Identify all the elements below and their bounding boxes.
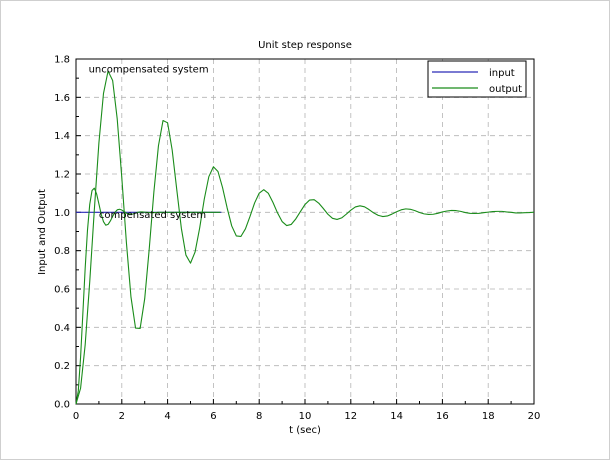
- x-tick-label: 12: [344, 411, 357, 422]
- y-tick-label: 1.4: [54, 131, 70, 142]
- x-tick-label: 8: [256, 411, 262, 422]
- y-tick-label: 0.4: [54, 323, 70, 334]
- x-tick-label: 6: [210, 411, 216, 422]
- legend-label-input: input: [489, 68, 515, 79]
- x-tick-label: 0: [73, 411, 79, 422]
- y-tick-label: 0.2: [54, 361, 70, 372]
- x-tick-label: 10: [299, 411, 312, 422]
- y-tick-label: 1.0: [54, 208, 70, 219]
- y-tick-label: 0.8: [54, 246, 70, 257]
- compensated-system-label: compensated system: [99, 210, 206, 221]
- output-series-line: [75, 70, 535, 405]
- y-tick-label: 1.2: [54, 170, 70, 181]
- x-tick-label: 4: [164, 411, 170, 422]
- y-tick-label: 0.6: [54, 285, 70, 296]
- chart-title: Unit step response: [258, 40, 352, 51]
- y-tick-label: 1.6: [54, 93, 70, 104]
- x-tick-label: 14: [390, 411, 403, 422]
- axes: 0 2 4 6 8 10 12 14 16 18 20 0.0 0.2 0.4 0.6 0.8 1.0 1.2 1.…: [54, 55, 540, 423]
- x-tick-label: 16: [436, 411, 449, 422]
- legend: input output: [427, 60, 527, 98]
- y-tick-label: 0.0: [54, 400, 70, 411]
- uncompensated-system-label: uncompensated system: [89, 64, 209, 75]
- x-tick-label: 20: [528, 411, 541, 422]
- compensated-output-line: [75, 187, 221, 405]
- legend-box: [427, 60, 527, 98]
- y-axis-label: Input and Output: [37, 189, 48, 275]
- x-axis-label: t (sec): [289, 425, 321, 436]
- grid: [76, 59, 534, 404]
- x-tick-label: 2: [119, 411, 125, 422]
- annotations: uncompensated system compensated system: [89, 64, 209, 221]
- series-group: [75, 70, 535, 405]
- legend-label-output: output: [489, 84, 522, 95]
- y-tick-label: 1.8: [54, 55, 70, 66]
- x-tick-label: 18: [482, 411, 495, 422]
